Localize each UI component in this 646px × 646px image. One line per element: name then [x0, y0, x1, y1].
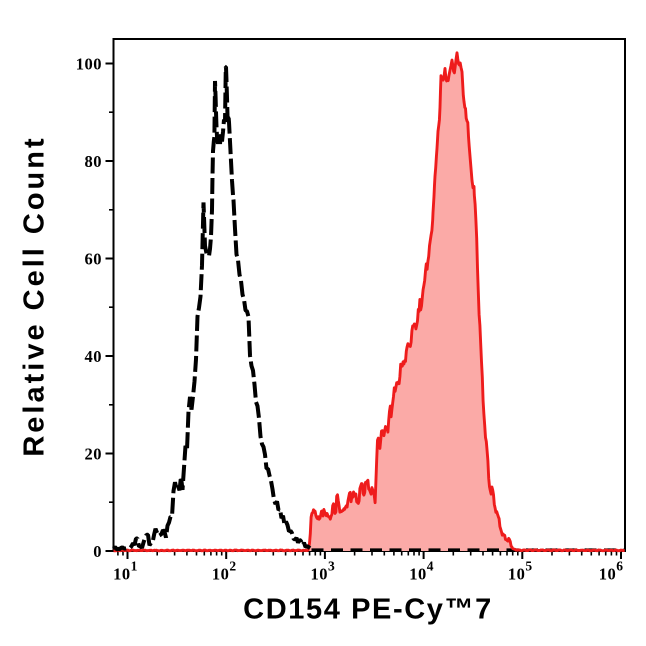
svg-text:CD154 PE-Cy™7: CD154 PE-Cy™7: [243, 594, 493, 626]
svg-text:60: 60: [85, 249, 103, 268]
svg-text:Relative Cell Count: Relative Cell Count: [19, 135, 51, 456]
svg-text:80: 80: [85, 152, 103, 171]
svg-text:20: 20: [85, 444, 103, 463]
svg-text:0: 0: [93, 542, 102, 561]
svg-text:40: 40: [85, 347, 103, 366]
svg-text:100: 100: [76, 54, 102, 73]
